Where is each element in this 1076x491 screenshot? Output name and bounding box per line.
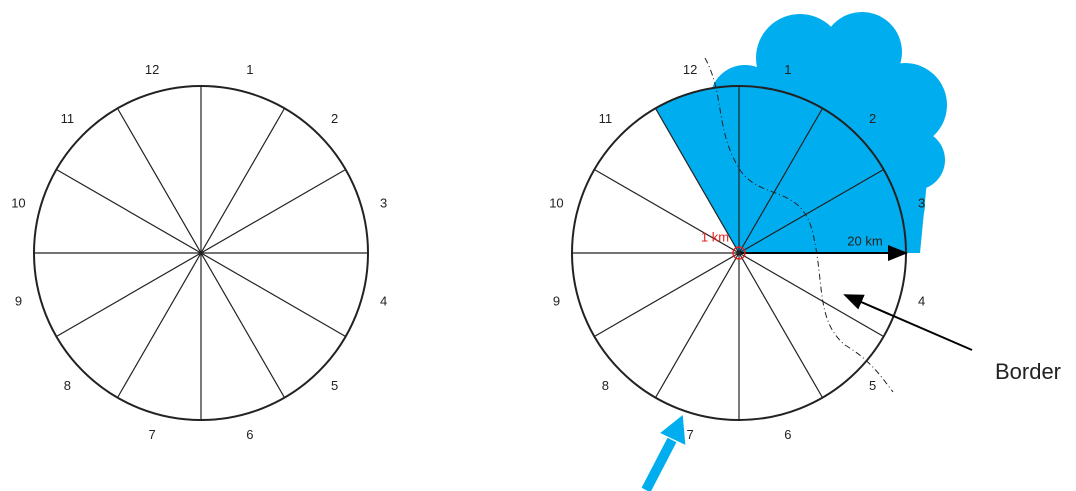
sector-label: 1 bbox=[784, 62, 791, 77]
sector-label: 2 bbox=[869, 111, 876, 126]
sector-label: 7 bbox=[686, 427, 693, 442]
sector-label: 12 bbox=[145, 62, 159, 77]
sector-label: 8 bbox=[64, 378, 71, 393]
sector-label: 9 bbox=[15, 293, 22, 308]
sector-label: 11 bbox=[599, 111, 613, 126]
sector-label: 1 bbox=[246, 62, 253, 77]
sector-label: 10 bbox=[549, 196, 563, 211]
wind-arrow bbox=[646, 415, 685, 490]
sector-label: 2 bbox=[331, 111, 338, 126]
sector-label: 12 bbox=[683, 62, 697, 77]
sector-label: 10 bbox=[11, 196, 25, 211]
sector-label: 9 bbox=[553, 293, 560, 308]
page: {"left_diagram": {"sector_labels": ["1",… bbox=[0, 0, 1076, 491]
inner-radius-label: 1 km bbox=[701, 229, 729, 244]
border-label: Border bbox=[995, 359, 1061, 384]
sector-label: 5 bbox=[869, 378, 876, 393]
center-dot bbox=[737, 251, 742, 256]
sector-label: 5 bbox=[331, 378, 338, 393]
sector-label: 8 bbox=[602, 378, 609, 393]
sector-label: 6 bbox=[784, 427, 791, 442]
sector-label: 11 bbox=[61, 111, 75, 126]
outer-radius-label: 20 km bbox=[847, 233, 882, 248]
diagram: 123456789101112 123456789101112 1 km 20 … bbox=[0, 0, 1076, 491]
sector-label: 4 bbox=[918, 293, 925, 308]
sector-label: 6 bbox=[246, 427, 253, 442]
border-pointer bbox=[845, 295, 972, 350]
sector-label: 7 bbox=[148, 427, 155, 442]
sector-label: 3 bbox=[380, 196, 387, 211]
sector-label: 4 bbox=[380, 293, 387, 308]
sector-label: 3 bbox=[918, 196, 925, 211]
